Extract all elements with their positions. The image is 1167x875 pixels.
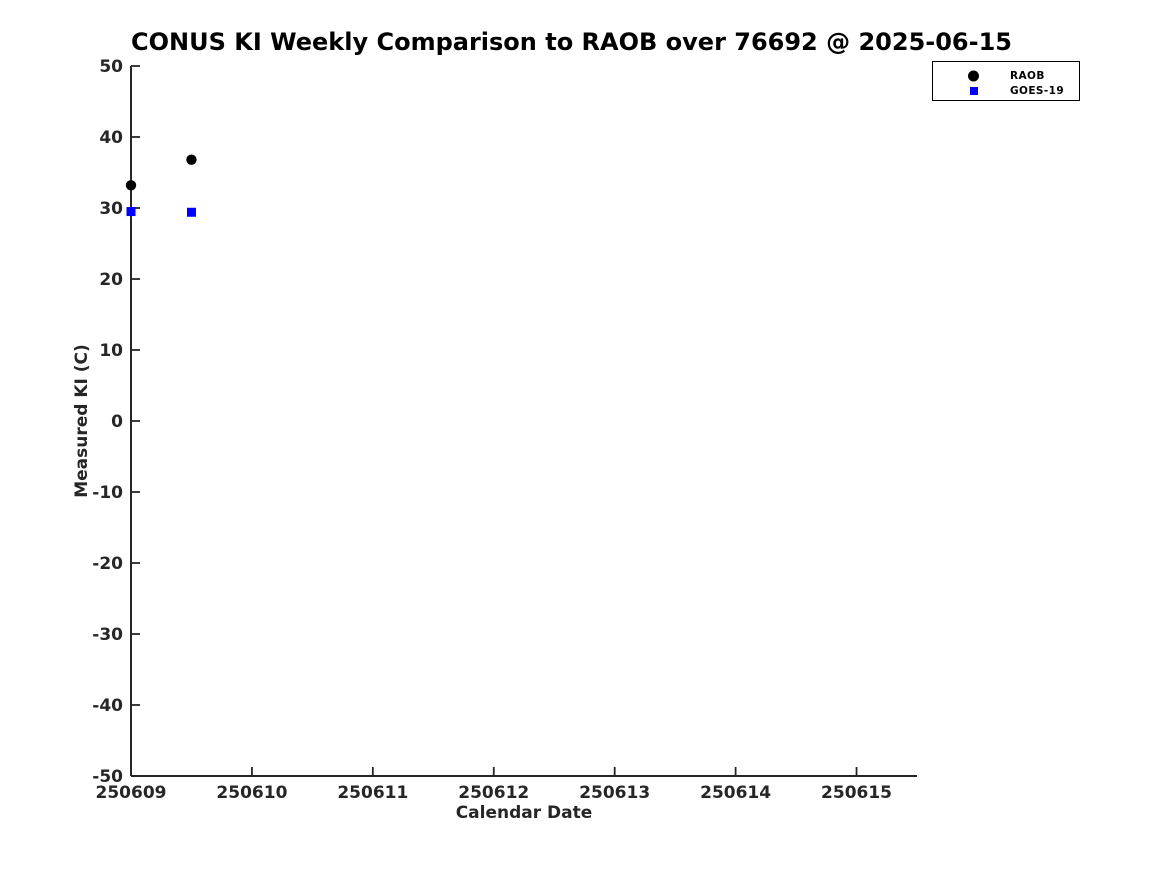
x-tick-label: 250613	[579, 783, 650, 803]
y-tick-label: 0	[111, 412, 123, 432]
x-tick-label: 250612	[458, 783, 529, 803]
y-tick-label: 30	[99, 199, 123, 219]
raob-circle-marker-icon	[968, 70, 979, 81]
x-tick-label: 250610	[216, 783, 287, 803]
x-tick-label: 250614	[700, 783, 771, 803]
y-tick-label: -30	[92, 625, 123, 645]
goes-19-data-point	[186, 207, 196, 217]
legend: RAOB GOES-19	[932, 61, 1080, 101]
y-tick-label: 10	[99, 341, 123, 361]
x-tick-label: 250611	[337, 783, 408, 803]
y-tick-label: 40	[99, 128, 123, 148]
y-tick-label: -50	[92, 767, 123, 787]
y-tick-label: -40	[92, 696, 123, 716]
y-tick-label: -10	[92, 483, 123, 503]
y-tick-label: 50	[99, 57, 123, 77]
legend-label-goes19: GOES-19	[1010, 84, 1065, 97]
goes19-square-marker-icon	[970, 86, 978, 95]
goes-19-data-point	[126, 207, 136, 217]
raob-data-point	[186, 154, 197, 165]
x-tick-label: 250609	[96, 783, 167, 803]
x-tick-label: 250615	[821, 783, 892, 803]
legend-label-raob: RAOB	[1010, 69, 1045, 82]
x-axis-label: Calendar Date	[455, 803, 593, 823]
chart-title: CONUS KI Weekly Comparison to RAOB over …	[131, 28, 1012, 56]
legend-item-raob: RAOB	[933, 68, 1079, 83]
y-tick-label: -20	[92, 554, 123, 574]
y-tick-label: 20	[99, 270, 123, 290]
legend-item-goes19: GOES-19	[933, 83, 1079, 98]
raob-data-point	[125, 180, 137, 191]
